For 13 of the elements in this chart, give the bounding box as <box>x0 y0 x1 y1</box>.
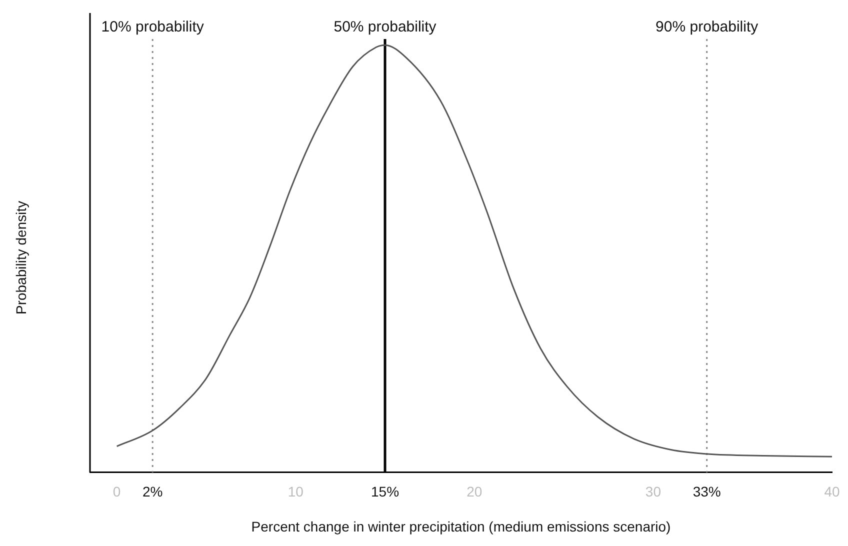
ref-line-label: 90% probability <box>656 18 759 36</box>
x-tick-label: 33% <box>692 484 721 500</box>
x-tick-label: 0 <box>112 484 121 500</box>
ref-line-label: 50% probability <box>334 18 437 36</box>
x-tick-label: 2% <box>142 484 163 500</box>
x-tick-label: 20 <box>466 484 482 500</box>
x-tick-label: 40 <box>824 484 840 500</box>
ref-line-label: 10% probability <box>101 18 204 36</box>
x-tick-label: 10 <box>288 484 304 500</box>
x-tick-label: 30 <box>645 484 662 500</box>
y-axis-title: Probability density <box>12 200 29 315</box>
x-axis-title: Percent change in winter precipitation (medium emissions scenario) <box>251 518 671 534</box>
x-tick-label: 15% <box>370 484 400 500</box>
